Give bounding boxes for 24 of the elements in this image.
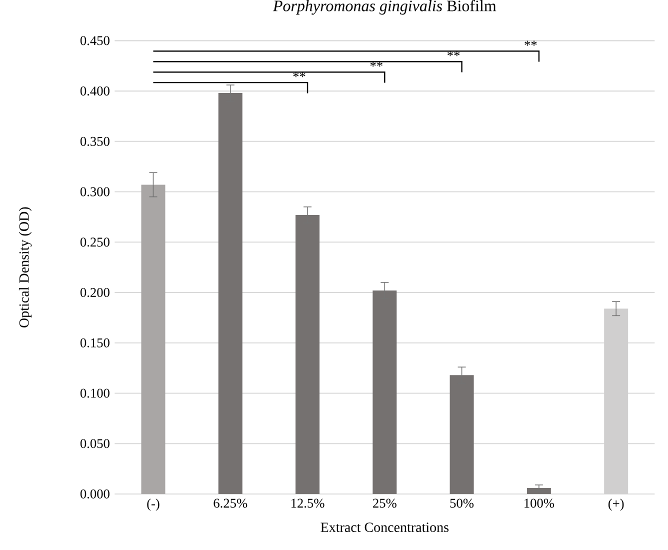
y-tick-label: 0.400 (80, 86, 110, 96)
x-axis-title: Extract Concentrations (320, 522, 449, 532)
y-tick-label: 0.250 (80, 238, 110, 247)
annotation: ** (524, 40, 537, 46)
x-tick-label: (-) (147, 498, 160, 511)
y-tick-label: 0.300 (80, 187, 110, 196)
x-tick-label: 100% (524, 498, 554, 508)
x-tick-label: (+) (608, 498, 624, 511)
y-tick-label: 0.150 (80, 338, 110, 348)
annotation: ** (293, 72, 306, 78)
y-tick-label: 0.100 (80, 388, 110, 398)
y-tick-label: 0.350 (80, 136, 110, 146)
y-tick-label: 0.000 (80, 489, 110, 499)
y-axis-title: Optical Density (OD) (18, 207, 32, 328)
y-tick-label: 0.200 (80, 288, 110, 298)
x-tick-label: 12.5% (291, 498, 324, 508)
annotation: ** (448, 51, 460, 56)
x-tick-label: 6.25% (214, 498, 248, 508)
x-tick-label: 25% (373, 498, 396, 508)
annotation: ** (370, 62, 382, 67)
y-tick-label: 0.050 (80, 439, 110, 448)
y-tick-label: 0.450 (80, 36, 110, 46)
x-tick-label: 50% (450, 498, 474, 508)
chart-title: Porphyromonas gingivalis Biofilm (272, 0, 496, 15)
